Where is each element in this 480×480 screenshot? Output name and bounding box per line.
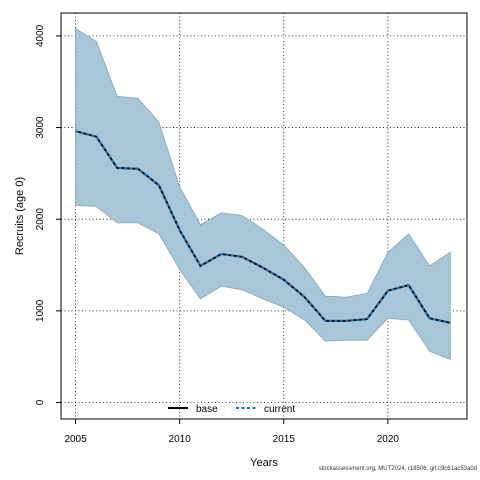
y-axis: 0 1000 2000 3000 4000	[35, 24, 61, 405]
x-axis-title: Years	[250, 457, 278, 469]
plot-frame	[60, 12, 468, 420]
y-tick-label: 2000	[35, 208, 46, 231]
confidence-band	[75, 27, 451, 360]
y-tick-label: 4000	[35, 24, 46, 47]
x-tick-label: 2015	[273, 434, 296, 445]
series-line-current	[75, 130, 451, 324]
legend: base current	[168, 404, 295, 415]
legend-label-current: current	[264, 404, 295, 415]
x-axis: 2005 2010 2015 2020	[64, 419, 399, 445]
y-tick-label: 1000	[35, 299, 46, 322]
x-tick-label: 2005	[64, 434, 87, 445]
y-axis-title: Recruits (age 0)	[14, 177, 26, 255]
legend-label-base: base	[196, 404, 218, 415]
x-tick-label: 2020	[377, 434, 400, 445]
y-tick-label: 3000	[35, 116, 46, 139]
x-tick-label: 2010	[169, 434, 192, 445]
footer-note: stockassessment.org, MUT2024, r18506, gi…	[318, 466, 477, 472]
y-tick-label: 0	[35, 399, 46, 405]
